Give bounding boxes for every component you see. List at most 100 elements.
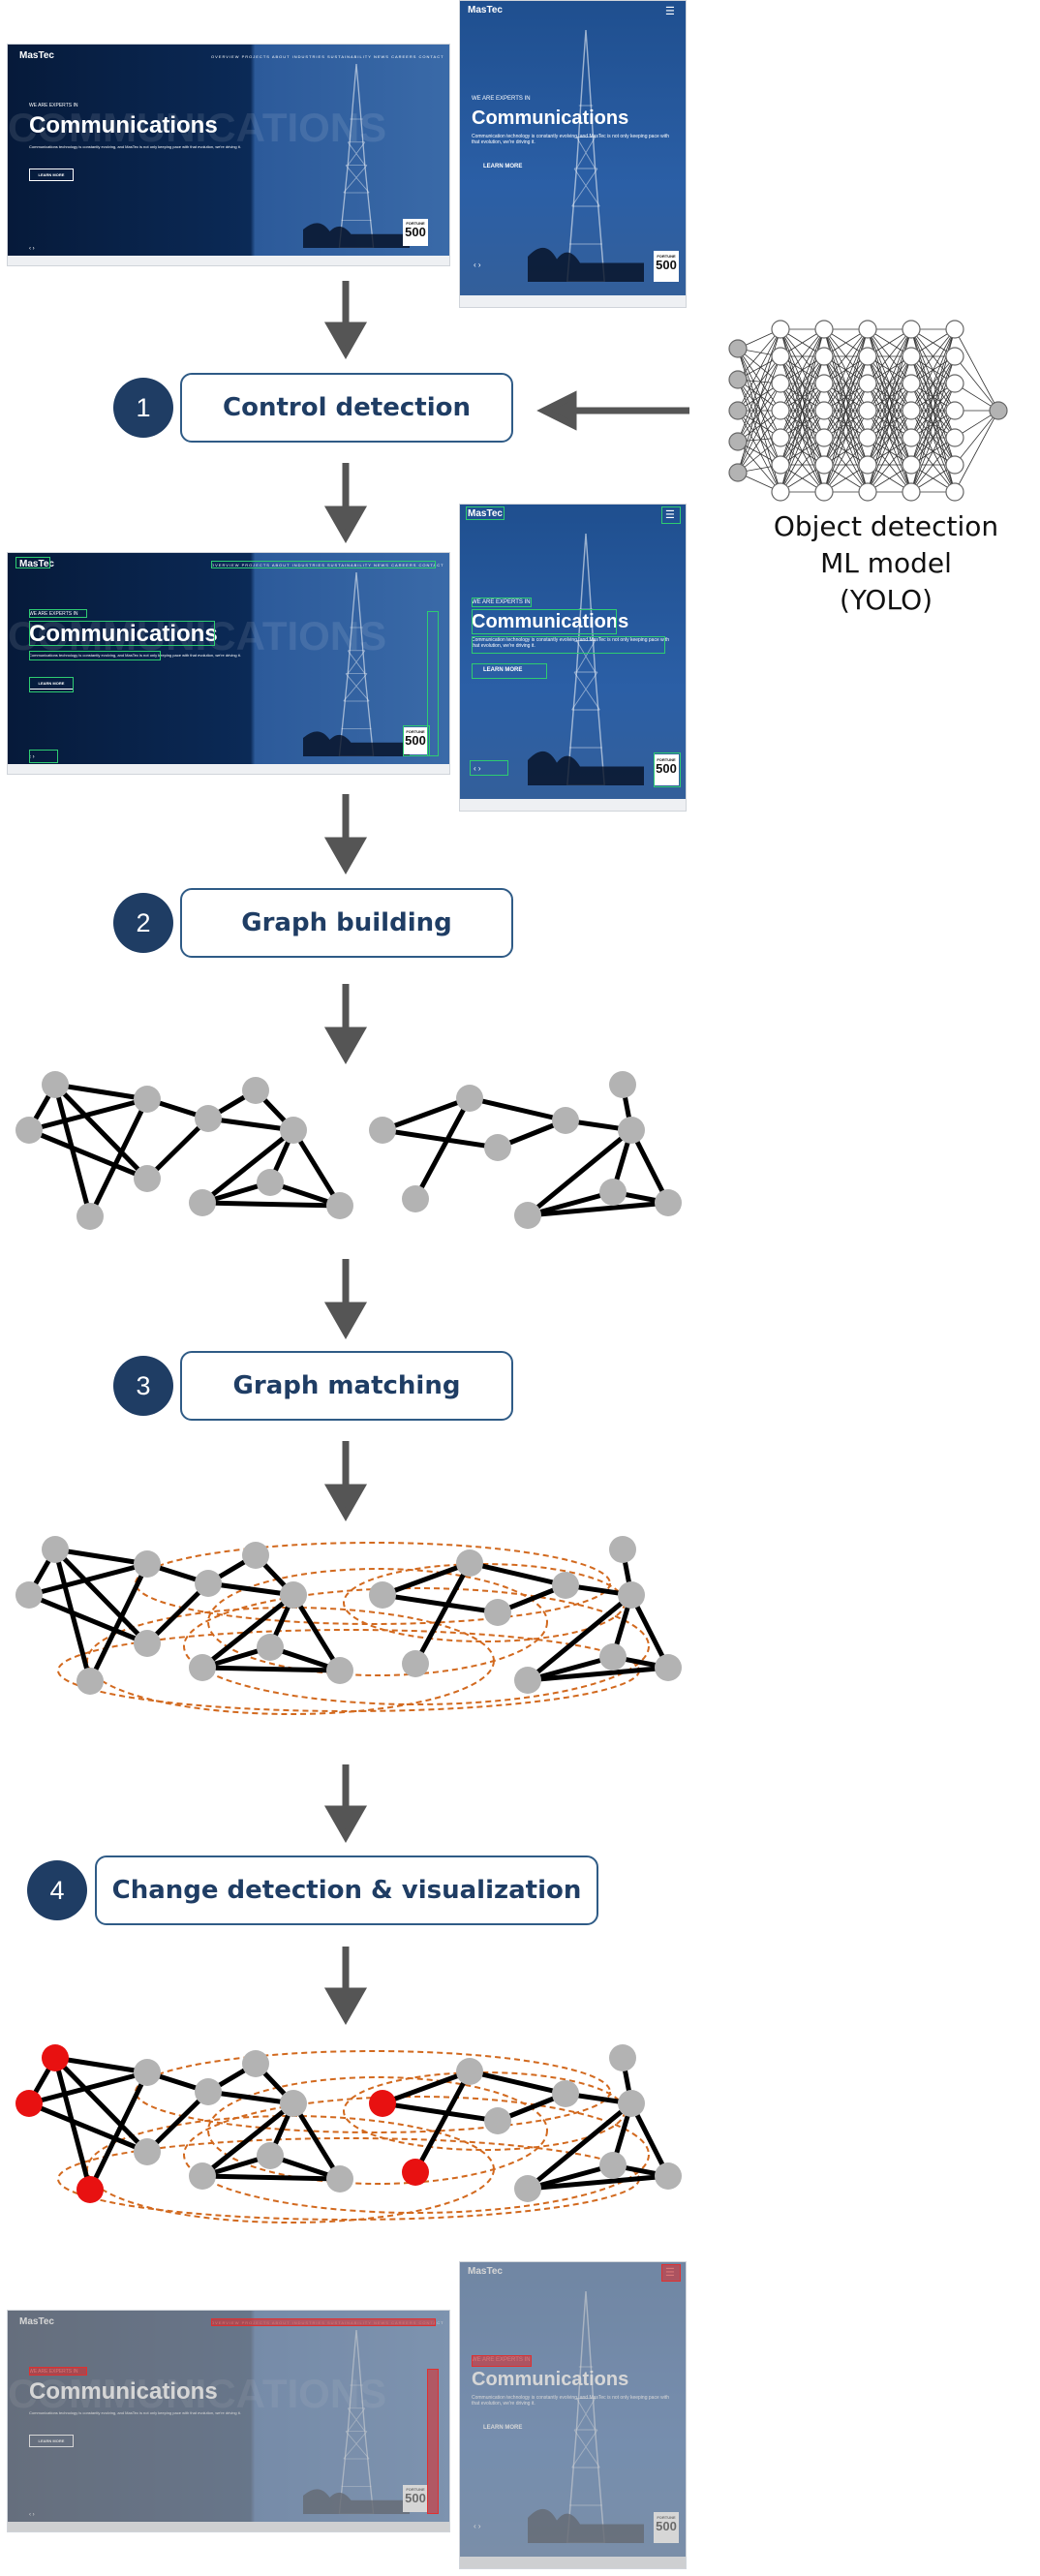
nn-io-node <box>989 401 1008 420</box>
nn-hidden-node <box>902 482 921 502</box>
fortune-number: 500 <box>656 761 677 776</box>
nn-hidden-node <box>771 401 790 420</box>
nn-io-node <box>728 370 748 389</box>
nn-hidden-node <box>858 455 877 475</box>
detection-box <box>29 677 74 692</box>
graph-edge <box>527 1200 669 1218</box>
graph-node <box>15 1581 43 1609</box>
carousel-arrows: ‹ › <box>29 246 35 252</box>
graph-node <box>15 1117 43 1144</box>
graph-node <box>242 1077 269 1104</box>
graph-node <box>280 1581 307 1609</box>
graph-edge <box>201 2173 341 2182</box>
nn-hidden-node <box>771 347 790 366</box>
graph-node <box>456 1549 483 1577</box>
graph-edge <box>145 1581 210 1645</box>
nn-hidden-node <box>858 347 877 366</box>
arrow-to-step4 <box>323 1764 368 1844</box>
graph-edge <box>527 1189 614 1218</box>
detection-box <box>427 611 439 756</box>
graph-node <box>242 2050 269 2077</box>
graph-edge <box>382 1127 499 1150</box>
match-link <box>135 1542 611 1625</box>
graph-node <box>484 2107 511 2134</box>
graph-node <box>552 1572 579 1599</box>
menu-icon: ☰ <box>665 6 675 17</box>
nn-hidden-node <box>902 374 921 393</box>
hero-body: Communications technology is constantly … <box>29 144 241 149</box>
fortune-label: FORTUNE <box>657 757 676 762</box>
step-4-number: 4 <box>27 1860 87 1920</box>
graph-edge <box>200 2101 295 2178</box>
hero-eyebrow: WE ARE EXPERTS IN <box>29 611 78 617</box>
arrow-from-step3 <box>323 1441 368 1522</box>
graph-edge <box>291 1128 343 1208</box>
detection-box <box>472 636 665 654</box>
detection-box <box>472 663 547 679</box>
nn-hidden-node <box>945 455 964 475</box>
graph-node <box>280 1117 307 1144</box>
detection-box <box>466 506 505 520</box>
graph-edge <box>382 2101 499 2124</box>
graph-edge <box>291 1593 343 1672</box>
graph-edge <box>87 2070 150 2192</box>
nn-hidden-node <box>814 320 834 339</box>
change-detection-result <box>15 2044 682 2223</box>
graph-edge <box>527 1665 669 1683</box>
graph-edge <box>469 1095 566 1123</box>
graph-node <box>514 1202 541 1229</box>
graph-edge <box>628 2101 671 2178</box>
graph-node <box>280 2090 307 2117</box>
ml-model-line2: ML model <box>820 547 952 579</box>
graph-edge <box>28 1096 148 1133</box>
nn-hidden-node <box>902 428 921 447</box>
hero-eyebrow: WE ARE EXPERTS IN <box>29 103 78 108</box>
change-highlight <box>472 2355 532 2367</box>
step-4-label: Change detection & visualization <box>95 1855 598 1925</box>
step-2-number: 2 <box>113 893 173 953</box>
graph-node <box>599 2152 627 2179</box>
desktop-screenshot: MasTec OVERVIEW PROJECTS ABOUT INDUSTRIES… <box>7 552 450 775</box>
graph-edge <box>628 1593 671 1670</box>
detection-box <box>29 621 215 646</box>
nn-hidden-node <box>902 320 921 339</box>
neural-network-icon <box>728 320 1008 502</box>
graph-node <box>242 1542 269 1569</box>
nn-hidden-node <box>858 320 877 339</box>
graph-edge <box>87 1562 150 1683</box>
graph-node <box>514 1667 541 1694</box>
graph-edge <box>382 1560 471 1598</box>
nn-hidden-node <box>858 482 877 502</box>
site-logo: MasTec <box>468 508 503 519</box>
graph-node <box>257 2142 284 2169</box>
detection-box <box>15 557 50 568</box>
nn-io-node <box>728 463 748 482</box>
graph-edge <box>527 1654 614 1683</box>
tower-graphic <box>528 534 644 785</box>
graph-node <box>655 1654 682 1681</box>
arrow-to-step1 <box>323 281 368 360</box>
graph-node <box>42 1071 69 1098</box>
graph-edge <box>413 2070 473 2174</box>
flow-arrows <box>323 281 689 2026</box>
match-link <box>135 2050 611 2133</box>
nn-hidden-node <box>945 320 964 339</box>
graph-node <box>609 1536 636 1563</box>
graph-edge <box>200 1128 295 1205</box>
fortune-label: FORTUNE <box>406 729 425 734</box>
detection-box <box>403 725 430 756</box>
screenshot-footer <box>460 799 686 811</box>
nn-hidden-node <box>945 428 964 447</box>
fortune-label: FORTUNE <box>406 221 425 226</box>
graph-edge <box>28 1127 148 1181</box>
graph-node <box>402 1185 429 1212</box>
nn-io-node <box>728 432 748 451</box>
nn-hidden-node <box>945 482 964 502</box>
nn-hidden-node <box>945 347 964 366</box>
hero-ghost-text: COMMUNICATIONS <box>8 105 387 150</box>
detection-box <box>472 598 532 607</box>
graph-node <box>484 1134 511 1161</box>
graph-node <box>402 1650 429 1677</box>
